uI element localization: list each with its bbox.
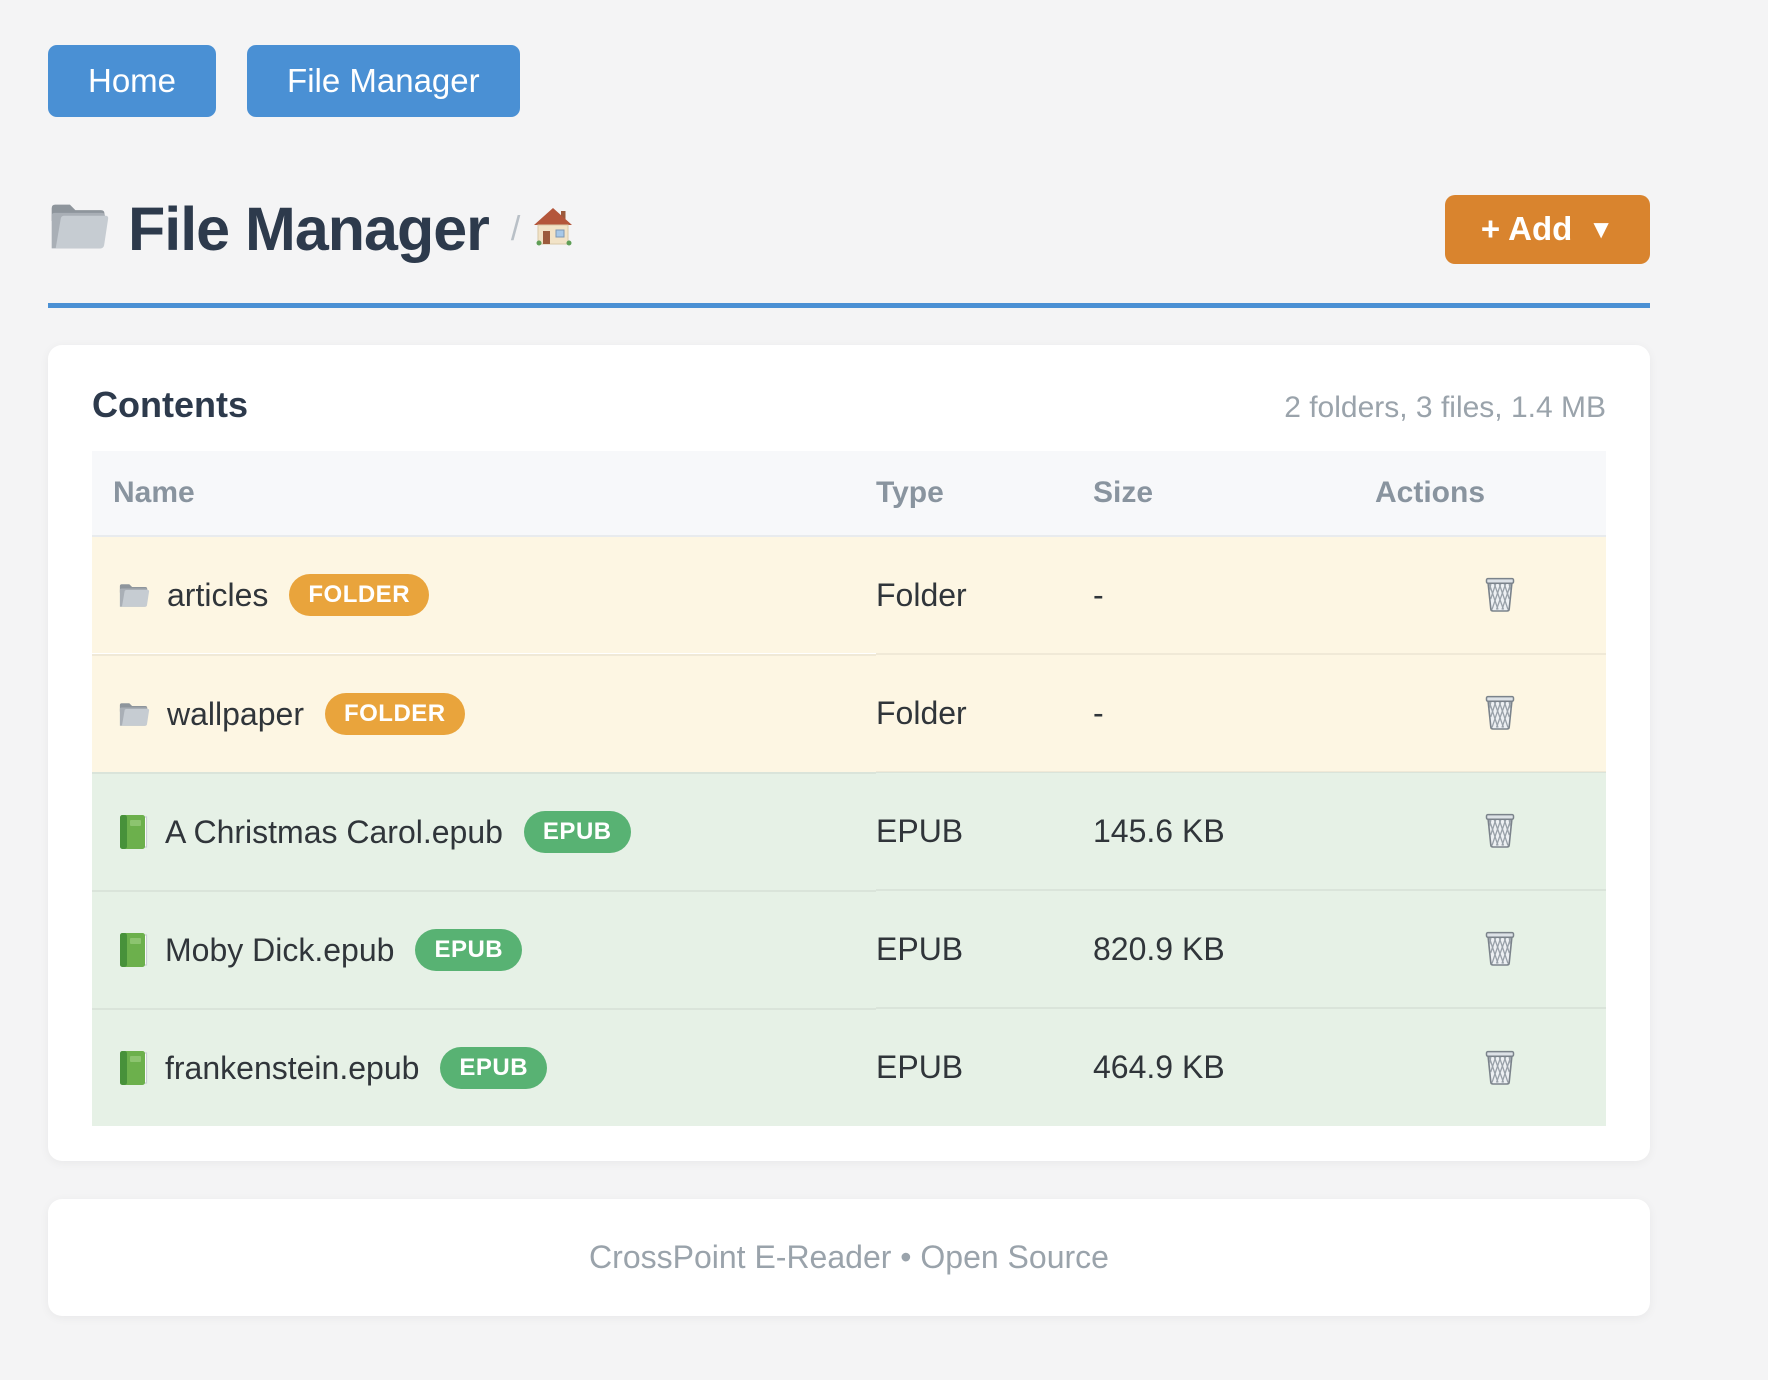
column-header-size: Size bbox=[1093, 451, 1375, 537]
header-divider bbox=[48, 303, 1650, 308]
trash-icon bbox=[1482, 810, 1518, 852]
add-button[interactable]: + Add ▼ bbox=[1444, 194, 1650, 264]
trash-icon bbox=[1482, 928, 1518, 970]
file-name: articles bbox=[167, 576, 269, 613]
folder-icon bbox=[48, 201, 110, 257]
top-nav: Home File Manager bbox=[48, 0, 1650, 117]
table-row[interactable]: articles FOLDER Folder - bbox=[92, 536, 1606, 654]
house-icon[interactable] bbox=[532, 206, 574, 253]
actions-cell bbox=[1375, 1007, 1606, 1126]
actions-cell bbox=[1375, 653, 1606, 772]
contents-title: Contents bbox=[92, 384, 248, 425]
actions-cell bbox=[1375, 771, 1606, 890]
type-cell: Folder bbox=[876, 536, 1093, 654]
table-row[interactable]: wallpaper FOLDER Folder - bbox=[92, 653, 1606, 772]
type-cell: EPUB bbox=[876, 1007, 1093, 1126]
type-badge: EPUB bbox=[440, 1047, 548, 1089]
book-icon bbox=[118, 1049, 148, 1087]
delete-button[interactable] bbox=[1482, 928, 1518, 970]
delete-button[interactable] bbox=[1482, 810, 1518, 852]
footer: CrossPoint E-Reader • Open Source bbox=[48, 1199, 1650, 1316]
type-badge: FOLDER bbox=[324, 693, 465, 735]
nav-button-home[interactable]: Home bbox=[48, 45, 217, 117]
name-cell: articles FOLDER bbox=[92, 537, 876, 653]
column-header-actions: Actions bbox=[1375, 451, 1606, 537]
footer-text: CrossPoint E-Reader • Open Source bbox=[589, 1239, 1109, 1275]
file-name: A Christmas Carol.epub bbox=[165, 813, 503, 850]
name-cell: frankenstein.epub EPUB bbox=[92, 1008, 876, 1126]
table-row[interactable]: frankenstein.epub EPUB EPUB 464.9 KB bbox=[92, 1007, 1606, 1126]
contents-header: Contents 2 folders, 3 files, 1.4 MB bbox=[92, 384, 1606, 426]
file-name: Moby Dick.epub bbox=[165, 931, 395, 968]
type-badge: EPUB bbox=[415, 929, 523, 971]
file-table: Name Type Size Actions articles FOLDER F… bbox=[92, 451, 1606, 1126]
size-cell: 820.9 KB bbox=[1093, 889, 1375, 1008]
name-cell: Moby Dick.epub EPUB bbox=[92, 890, 876, 1008]
size-cell: - bbox=[1093, 536, 1375, 654]
folder-icon bbox=[118, 582, 150, 609]
column-header-type: Type bbox=[876, 451, 1093, 537]
table-body: articles FOLDER Folder - bbox=[92, 536, 1606, 1126]
folder-icon bbox=[118, 701, 150, 728]
page-container: Home File Manager File Manager / bbox=[48, 0, 1650, 1316]
title-group: File Manager / bbox=[48, 194, 1445, 264]
delete-button[interactable] bbox=[1482, 574, 1518, 616]
table-row[interactable]: A Christmas Carol.epub EPUB EPUB 145.6 K… bbox=[92, 771, 1606, 890]
book-icon bbox=[118, 813, 148, 851]
book-icon bbox=[118, 931, 148, 969]
breadcrumb: / bbox=[511, 206, 574, 253]
page-header: File Manager / + Add ▼ bbox=[48, 194, 1650, 264]
contents-summary: 2 folders, 3 files, 1.4 MB bbox=[1284, 391, 1606, 424]
type-badge: EPUB bbox=[523, 811, 631, 853]
caret-down-icon: ▼ bbox=[1588, 213, 1614, 244]
contents-card: Contents 2 folders, 3 files, 1.4 MB Name… bbox=[48, 345, 1650, 1161]
breadcrumb-separator: / bbox=[510, 209, 521, 248]
type-cell: EPUB bbox=[876, 889, 1093, 1008]
trash-icon bbox=[1482, 692, 1518, 734]
actions-cell bbox=[1375, 536, 1606, 654]
name-cell: A Christmas Carol.epub EPUB bbox=[92, 772, 876, 890]
table-row[interactable]: Moby Dick.epub EPUB EPUB 820.9 KB bbox=[92, 889, 1606, 1008]
nav-button-file-manager[interactable]: File Manager bbox=[247, 45, 520, 117]
trash-icon bbox=[1482, 574, 1518, 616]
table-header-row: Name Type Size Actions bbox=[92, 451, 1606, 537]
name-cell: wallpaper FOLDER bbox=[92, 654, 876, 772]
file-name: frankenstein.epub bbox=[165, 1049, 420, 1086]
page-title: File Manager bbox=[128, 195, 490, 263]
type-cell: EPUB bbox=[876, 771, 1093, 890]
file-name: wallpaper bbox=[167, 695, 304, 732]
size-cell: - bbox=[1093, 653, 1375, 772]
delete-button[interactable] bbox=[1482, 692, 1518, 734]
actions-cell bbox=[1375, 889, 1606, 1008]
type-badge: FOLDER bbox=[289, 574, 430, 616]
delete-button[interactable] bbox=[1482, 1047, 1518, 1089]
size-cell: 464.9 KB bbox=[1093, 1007, 1375, 1126]
add-button-label: + Add bbox=[1480, 210, 1573, 247]
trash-icon bbox=[1482, 1047, 1518, 1089]
column-header-name: Name bbox=[92, 451, 876, 537]
type-cell: Folder bbox=[876, 653, 1093, 772]
size-cell: 145.6 KB bbox=[1093, 771, 1375, 890]
